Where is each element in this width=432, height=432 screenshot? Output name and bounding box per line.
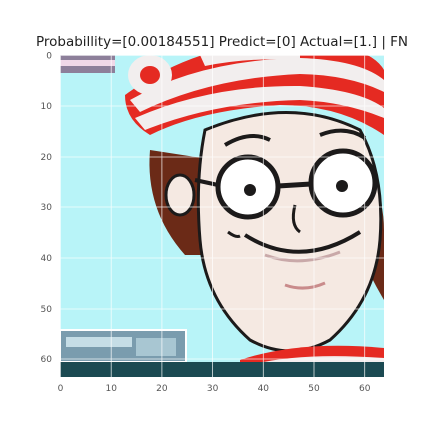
y-tick-label: 40: [41, 254, 53, 264]
cartoon-face-image: [60, 40, 384, 377]
y-axis-ticks: 0 10 20 30 40 50 60: [41, 52, 53, 366]
y-tick-label: 0: [46, 52, 52, 62]
x-tick-label: 0: [58, 384, 64, 394]
x-tick-label: 30: [207, 384, 219, 394]
figure-title: Probabillity=[0.00184551] Predict=[0] Ac…: [36, 34, 408, 50]
x-tick-label: 60: [359, 384, 371, 394]
y-tick-label: 20: [41, 153, 53, 163]
x-tick-label: 50: [308, 384, 320, 394]
y-tick-label: 30: [41, 203, 53, 213]
x-axis-ticks: 0 10 20 30 40 50 60: [58, 384, 371, 394]
x-tick-label: 20: [156, 384, 168, 394]
x-tick-label: 10: [105, 384, 117, 394]
y-tick-label: 60: [41, 355, 53, 365]
y-tick-label: 50: [41, 305, 53, 315]
x-tick-label: 40: [258, 384, 270, 394]
y-tick-label: 10: [41, 102, 53, 112]
